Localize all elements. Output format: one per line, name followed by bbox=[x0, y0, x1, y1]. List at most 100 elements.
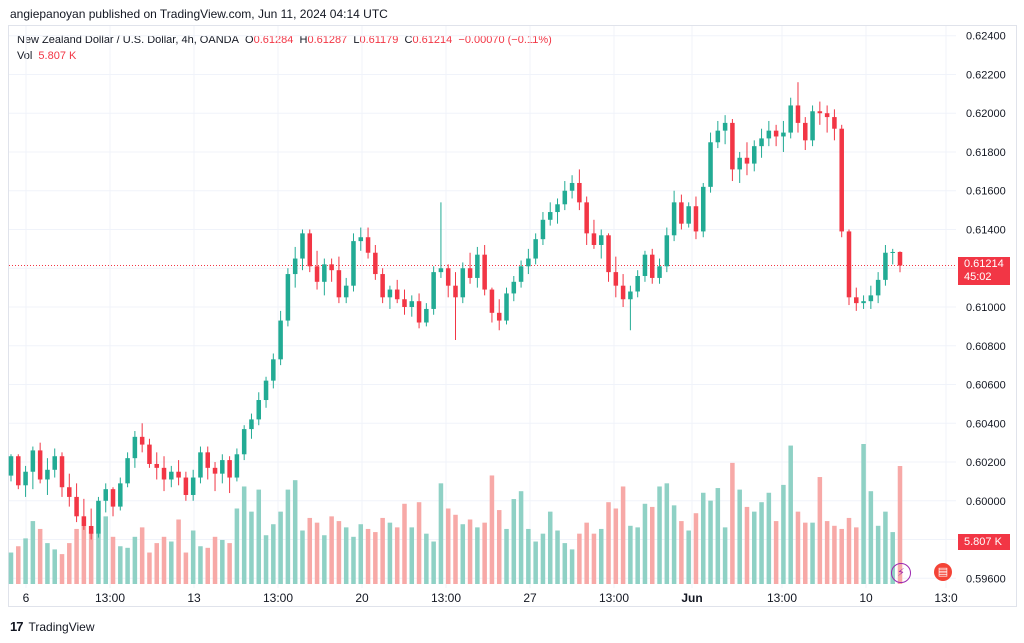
volume-bar bbox=[781, 484, 786, 584]
candle-body bbox=[365, 237, 371, 253]
candle-body bbox=[322, 264, 327, 282]
candle-body bbox=[256, 400, 262, 420]
y-tick-label: 0.60400 bbox=[966, 418, 1006, 430]
volume-value: 5.807 K bbox=[38, 50, 77, 62]
volume-bar bbox=[569, 549, 575, 584]
volume-bar bbox=[897, 466, 903, 584]
x-tick-label: 20 bbox=[355, 591, 369, 605]
volume-bar bbox=[511, 499, 517, 584]
volume-bar bbox=[555, 530, 560, 584]
open-value: 0.61284 bbox=[253, 34, 294, 46]
volume-bar bbox=[598, 528, 604, 584]
volume-bar bbox=[190, 530, 196, 584]
candle-body bbox=[8, 456, 14, 476]
candle-body bbox=[613, 272, 619, 286]
volume-bar bbox=[198, 546, 203, 584]
symbol-name[interactable]: New Zealand Dollar / U.S. Dollar, 4h, OA… bbox=[17, 34, 239, 46]
candle-body bbox=[803, 122, 808, 141]
volume-bar bbox=[496, 510, 502, 584]
volume-bar bbox=[679, 521, 684, 584]
candle-body bbox=[81, 516, 87, 526]
volume-bar bbox=[249, 511, 254, 584]
volume-bar bbox=[482, 522, 487, 584]
candle-body bbox=[584, 202, 589, 234]
volume-bar bbox=[766, 492, 772, 584]
volume-bar bbox=[700, 492, 706, 584]
y-tick-label: 0.61800 bbox=[966, 147, 1006, 159]
volume-bar bbox=[183, 552, 189, 584]
candle-body bbox=[220, 460, 225, 474]
volume-bar bbox=[394, 527, 400, 584]
candle-body bbox=[183, 477, 189, 495]
volume-bar bbox=[693, 513, 699, 584]
volume-bar bbox=[373, 532, 378, 584]
volume-bar bbox=[475, 527, 480, 584]
volume-bar bbox=[824, 521, 830, 584]
volume-bar bbox=[307, 517, 313, 584]
candle-body bbox=[897, 251, 903, 266]
x-tick-label: 13:00 bbox=[431, 591, 461, 605]
volume-bar bbox=[169, 541, 174, 584]
chart-frame bbox=[8, 25, 1017, 607]
volume-bar bbox=[817, 477, 823, 584]
candle-body bbox=[788, 105, 793, 133]
volume-bar bbox=[628, 525, 633, 584]
candle-body bbox=[169, 471, 174, 480]
volume-bar bbox=[74, 528, 79, 584]
volume-bar bbox=[577, 533, 582, 584]
candle-body bbox=[766, 130, 772, 139]
candle-body bbox=[67, 487, 72, 497]
volume-bar bbox=[846, 517, 852, 584]
candle-body bbox=[307, 233, 313, 267]
last-price-tag: 0.61214 45:02 bbox=[958, 257, 1010, 285]
candle-body bbox=[300, 233, 305, 259]
x-tick-label: 27 bbox=[523, 591, 537, 605]
volume-bar bbox=[722, 527, 728, 584]
lightning-icon[interactable]: ⚡ bbox=[891, 563, 911, 583]
volume-bar bbox=[759, 502, 764, 584]
candle-body bbox=[526, 258, 531, 267]
candle-body bbox=[161, 467, 167, 480]
candle-body bbox=[387, 289, 393, 298]
volume-bar bbox=[875, 525, 881, 584]
last-volume-tag: 5.807 K bbox=[958, 534, 1010, 550]
volume-bar bbox=[715, 488, 721, 584]
candle-body bbox=[773, 130, 779, 137]
volume-bar bbox=[671, 505, 677, 584]
volume-bar bbox=[657, 486, 662, 584]
volume-bar bbox=[227, 543, 232, 584]
candle-body bbox=[671, 202, 677, 236]
candle-body bbox=[16, 456, 21, 486]
x-tick-label: 13:00 bbox=[95, 591, 125, 605]
candle-body bbox=[431, 272, 436, 309]
candle-body bbox=[722, 122, 728, 131]
candle-body bbox=[854, 297, 859, 304]
candle-body bbox=[45, 469, 50, 480]
candle-body bbox=[445, 268, 451, 286]
candle-body bbox=[292, 258, 298, 275]
us-flag-icon[interactable]: ▤ bbox=[934, 563, 952, 581]
candle-body bbox=[475, 254, 480, 278]
candle-body bbox=[737, 157, 742, 170]
candle-body bbox=[657, 266, 662, 278]
volume-bar bbox=[351, 536, 356, 584]
volume-bar bbox=[278, 511, 283, 584]
candle-body bbox=[635, 275, 640, 292]
candle-body bbox=[555, 204, 560, 213]
volume-bar bbox=[533, 541, 538, 584]
volume-bar bbox=[635, 527, 640, 584]
candle-body bbox=[591, 233, 597, 245]
candle-body bbox=[810, 111, 815, 141]
candle-body bbox=[373, 252, 378, 275]
volume-bar bbox=[263, 535, 269, 584]
volume-bar bbox=[737, 489, 742, 584]
volume-bar bbox=[518, 491, 524, 584]
tradingview-logo-icon: 17 bbox=[10, 619, 24, 634]
candle-body bbox=[176, 471, 181, 478]
candle-body bbox=[147, 444, 152, 464]
volume-bar bbox=[839, 528, 844, 584]
candle-body bbox=[547, 212, 553, 220]
volume-bar bbox=[59, 554, 65, 584]
change-value: −0.00070 (−0.11%) bbox=[458, 34, 552, 46]
